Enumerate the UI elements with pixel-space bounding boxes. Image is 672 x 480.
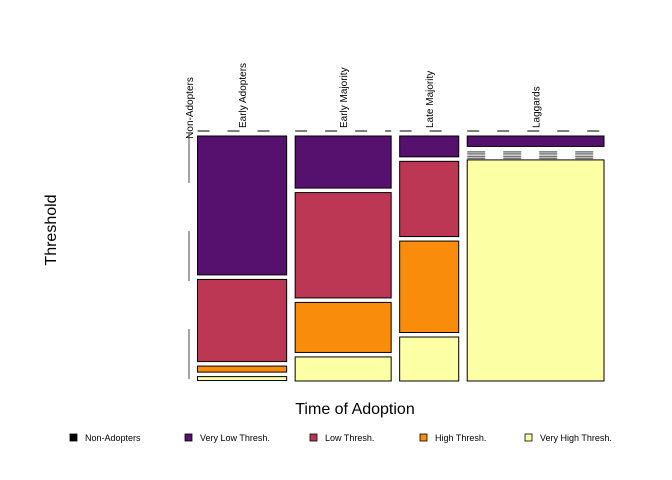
x-axis-title: Time of Adoption [295, 401, 414, 418]
legend-label: Very High Thresh. [540, 433, 612, 443]
column-label: Laggards [532, 86, 543, 128]
legend: Non-Adopters Very Low Thresh. Low Thresh. H… [69, 433, 612, 443]
column-label: Early Majority [339, 67, 350, 128]
legend-item: Very Low Thresh. [184, 433, 270, 443]
mosaic-tile [197, 376, 288, 382]
plot-area [188, 130, 605, 383]
legend-item: Non-Adopters [69, 433, 141, 443]
legend-item: Very High Thresh. [524, 433, 612, 443]
mosaic-tile [294, 301, 392, 353]
mosaic-tile [399, 336, 460, 382]
column-labels: Non-Adopters Early Adopters Early Majority… [185, 63, 543, 139]
legend-label: High Thresh. [435, 433, 486, 443]
legend-swatch [69, 433, 78, 442]
mosaic-tile [294, 135, 392, 189]
column-label: Early Adopters [238, 63, 249, 128]
y-axis-title: Threshold [43, 194, 60, 265]
legend-swatch [184, 433, 193, 442]
mosaic-tile [466, 135, 605, 147]
legend-label: Very Low Thresh. [200, 433, 270, 443]
mosaic-tile [466, 159, 605, 382]
legend-item: Low Thresh. [309, 433, 374, 443]
legend-swatch [419, 433, 428, 442]
mosaic-tile [197, 135, 288, 276]
mosaic-tile [294, 192, 392, 299]
mosaic-tile [197, 365, 288, 373]
legend-swatch [524, 433, 533, 442]
legend-item: High Thresh. [419, 433, 486, 443]
mosaic-tile [399, 135, 460, 158]
column-label: Late Majority [425, 71, 436, 128]
legend-label: Non-Adopters [85, 433, 141, 443]
legend-swatch [309, 433, 318, 442]
mosaic-tile [399, 240, 460, 334]
mosaic-tile [197, 278, 288, 363]
column-label: Non-Adopters [185, 77, 196, 139]
mosaic-tile [294, 356, 392, 382]
legend-label: Low Thresh. [325, 433, 374, 443]
mosaic-tile [399, 160, 460, 238]
